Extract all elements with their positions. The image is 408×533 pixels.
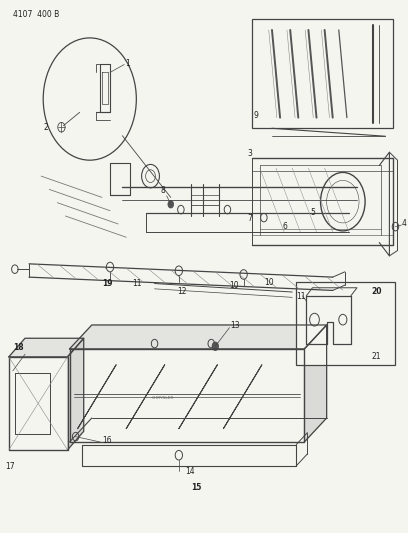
Circle shape bbox=[168, 200, 173, 208]
Text: 3: 3 bbox=[248, 149, 253, 158]
FancyBboxPatch shape bbox=[252, 19, 393, 128]
Text: 6: 6 bbox=[282, 222, 287, 231]
Text: 19: 19 bbox=[102, 279, 113, 288]
FancyBboxPatch shape bbox=[296, 282, 395, 365]
Text: 10: 10 bbox=[229, 281, 239, 290]
Text: 10: 10 bbox=[264, 278, 273, 287]
Text: 15: 15 bbox=[191, 483, 202, 492]
Text: 9: 9 bbox=[254, 111, 259, 120]
Text: 11: 11 bbox=[132, 279, 142, 288]
Text: 20: 20 bbox=[371, 287, 381, 296]
Text: 5: 5 bbox=[310, 208, 315, 217]
Text: 11: 11 bbox=[296, 292, 306, 301]
Polygon shape bbox=[67, 338, 84, 450]
Text: 21: 21 bbox=[371, 352, 381, 361]
Text: 7: 7 bbox=[248, 214, 253, 223]
Text: 4: 4 bbox=[401, 219, 406, 228]
Polygon shape bbox=[9, 338, 84, 357]
Polygon shape bbox=[304, 325, 327, 442]
Text: 4107  400 B: 4107 400 B bbox=[13, 10, 59, 19]
Text: 8: 8 bbox=[161, 186, 165, 195]
Circle shape bbox=[43, 38, 136, 160]
Text: 12: 12 bbox=[177, 287, 186, 296]
Text: 13: 13 bbox=[231, 321, 240, 330]
Circle shape bbox=[212, 342, 219, 351]
Text: 2: 2 bbox=[43, 123, 48, 132]
Text: 16: 16 bbox=[102, 435, 111, 445]
Text: CHRYSLER: CHRYSLER bbox=[152, 396, 174, 400]
Text: 14: 14 bbox=[185, 467, 195, 477]
Text: 17: 17 bbox=[5, 462, 14, 471]
Text: 1: 1 bbox=[125, 59, 130, 68]
Polygon shape bbox=[69, 325, 327, 349]
Text: 18: 18 bbox=[13, 343, 24, 352]
